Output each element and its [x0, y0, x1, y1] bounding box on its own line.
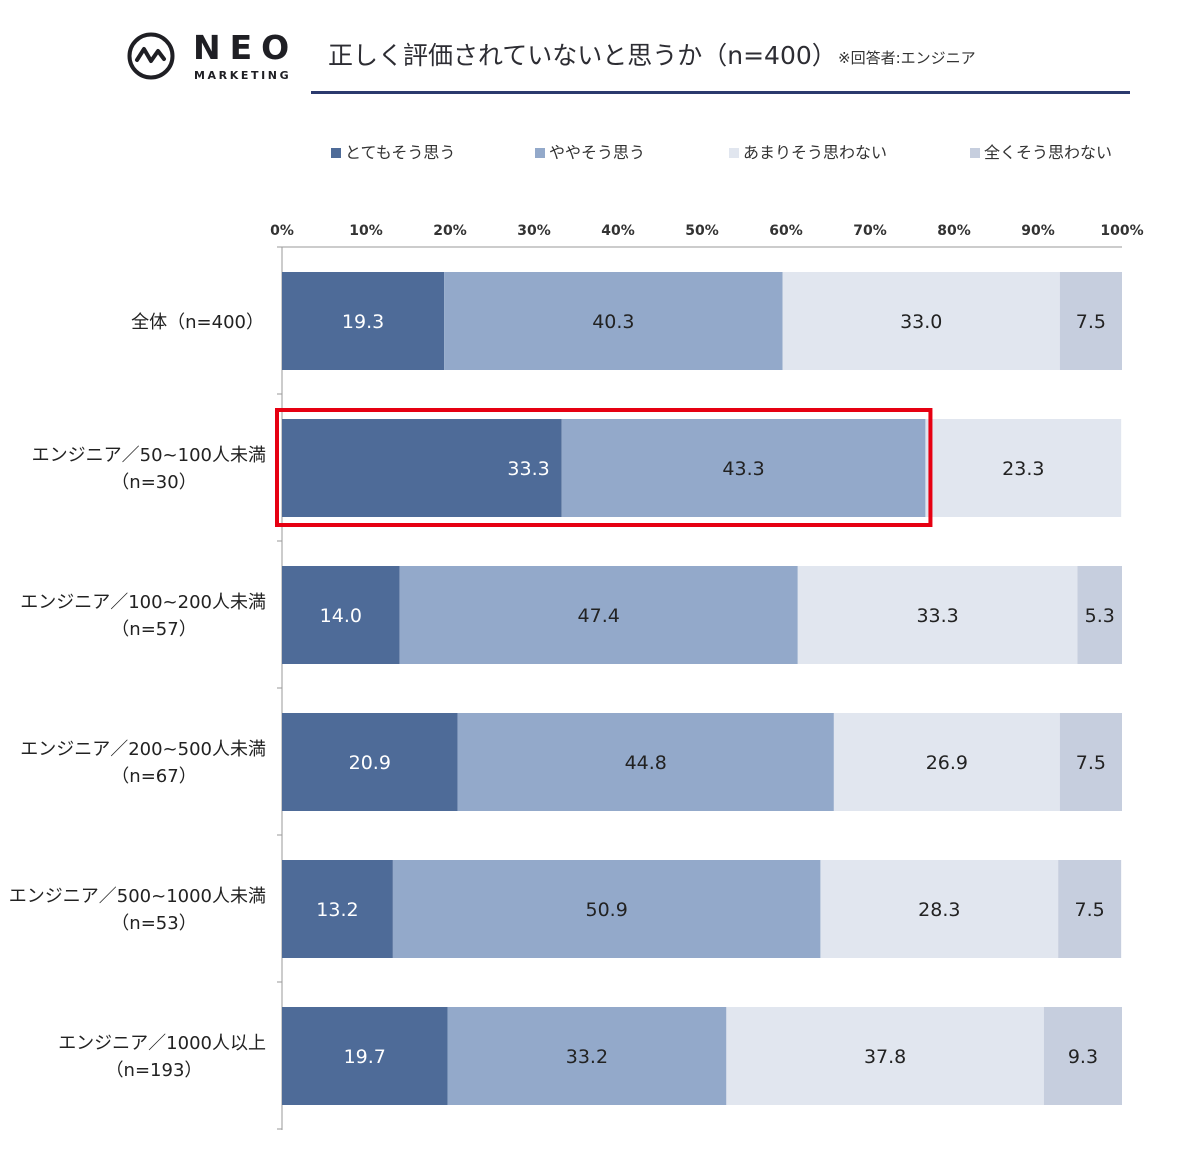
data-label: 40.3	[592, 311, 634, 333]
bar-segment	[457, 713, 834, 811]
category-sample-size: （n=67）	[111, 766, 196, 787]
logo-subtitle: MARKETING	[194, 69, 292, 82]
data-label: 7.5	[1076, 752, 1106, 774]
data-label: 28.3	[918, 899, 960, 921]
x-tick-label: 90%	[1021, 223, 1055, 239]
data-label: 23.3	[1002, 458, 1044, 480]
category-label: エンジニア／1000人以上	[58, 1033, 266, 1054]
data-label: 33.2	[566, 1046, 608, 1068]
respondent-note: ※回答者:エンジニア	[838, 49, 976, 67]
data-label: 7.5	[1076, 311, 1106, 333]
data-label: 44.8	[625, 752, 667, 774]
bar-segment	[797, 566, 1078, 664]
bar-segment	[282, 566, 400, 664]
logo-wordmark: NEO	[193, 28, 299, 67]
legend-label-1: とてもそう思う	[345, 143, 455, 162]
category-sample-size: （n=30）	[111, 472, 196, 493]
bar-segment	[782, 272, 1060, 370]
bar-segment	[1077, 566, 1122, 664]
bar-segment	[726, 1007, 1044, 1105]
data-label: 47.4	[578, 605, 620, 627]
bar-segment	[282, 419, 562, 517]
data-label: 50.9	[586, 899, 628, 921]
data-label: 9.3	[1068, 1046, 1098, 1068]
category-sample-size: （n=193）	[106, 1060, 203, 1081]
legend-label-3: あまりそう思わない	[743, 143, 887, 162]
bar-segment	[282, 860, 393, 958]
bar-segment	[1059, 272, 1122, 370]
bar-segment	[1059, 713, 1122, 811]
x-tick-label: 40%	[601, 223, 635, 239]
x-tick-label: 80%	[937, 223, 971, 239]
data-label: 26.9	[926, 752, 968, 774]
x-tick-label: 100%	[1100, 223, 1143, 239]
data-label: 33.0	[900, 311, 942, 333]
data-label: 13.2	[316, 899, 358, 921]
legend-swatch-2	[535, 148, 545, 158]
bar-segment	[447, 1007, 727, 1105]
category-label: エンジニア／500~1000人未満	[9, 886, 266, 907]
x-tick-label: 30%	[517, 223, 551, 239]
legend-swatch-4	[970, 148, 980, 158]
legend-label-2: ややそう思う	[549, 143, 645, 162]
x-tick-label: 70%	[853, 223, 887, 239]
legend-swatch-3	[729, 148, 739, 158]
bar-segment	[444, 272, 783, 370]
bar-segment	[820, 860, 1059, 958]
x-tick-label: 0%	[270, 223, 294, 239]
category-label: 全体（n=400）	[131, 312, 264, 333]
data-label: 7.5	[1075, 899, 1105, 921]
neo-marketing-logo: NEO MARKETING	[127, 28, 299, 90]
bar-segment	[392, 860, 821, 958]
category-label: エンジニア／100~200人未満	[20, 592, 266, 613]
data-label: 19.7	[344, 1046, 386, 1068]
data-label: 43.3	[722, 458, 764, 480]
category-sample-size: （n=53）	[111, 913, 196, 934]
chart-title: 正しく評価されていないと思うか（n=400）	[328, 41, 837, 70]
bar-segment	[925, 419, 1122, 517]
data-label: 33.3	[507, 458, 549, 480]
legend-label-4: 全くそう思わない	[984, 143, 1112, 162]
neo-logo-icon	[127, 32, 175, 80]
data-label: 33.3	[916, 605, 958, 627]
bar-segment	[561, 419, 926, 517]
bar-segment	[1058, 860, 1122, 958]
bar-segment	[282, 1007, 448, 1105]
legend-swatch-1	[331, 148, 341, 158]
x-tick-label: 50%	[685, 223, 719, 239]
bar-segment	[282, 272, 445, 370]
data-label: 20.9	[349, 752, 391, 774]
bar-segment	[399, 566, 798, 664]
highlight-box	[275, 408, 933, 527]
category-label: エンジニア／50~100人未満	[32, 445, 266, 466]
data-label: 19.3	[342, 311, 384, 333]
category-label: エンジニア／200~500人未満	[20, 739, 266, 760]
bar-segment	[1043, 1007, 1122, 1105]
x-tick-label: 10%	[349, 223, 383, 239]
data-label: 37.8	[864, 1046, 906, 1068]
title-underline	[311, 91, 1130, 94]
bar-segment	[833, 713, 1060, 811]
x-tick-label: 60%	[769, 223, 803, 239]
data-label: 14.0	[320, 605, 362, 627]
x-tick-label: 20%	[433, 223, 467, 239]
data-label: 5.3	[1085, 605, 1115, 627]
category-sample-size: （n=57）	[111, 619, 196, 640]
bar-segment	[282, 713, 458, 811]
